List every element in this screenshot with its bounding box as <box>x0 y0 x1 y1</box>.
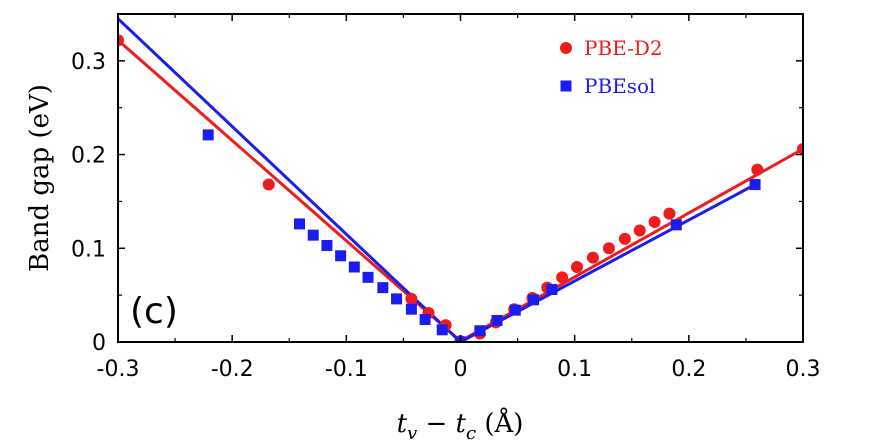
data-point-pbesol <box>528 294 540 306</box>
data-point-pbesol <box>377 282 389 294</box>
x-axis-sub-c: c <box>466 423 476 444</box>
y-axis-title: Band gap (eV) <box>25 84 55 272</box>
x-tick-label: 0.3 <box>786 357 821 382</box>
plot-frame <box>117 13 804 343</box>
data-point-pbesol <box>335 250 347 262</box>
data-point-pbesol <box>670 219 682 231</box>
legend-label-pbesol: PBEsol <box>584 74 655 98</box>
data-point-pbe-d2 <box>556 271 569 284</box>
data-point-pbesol <box>509 304 521 316</box>
series-line-pbe-d2 <box>118 39 803 342</box>
y-tick-label: 0 <box>92 331 106 356</box>
data-point-pbe-d2 <box>648 216 661 229</box>
x-axis-title: tv − tc (Å) <box>397 407 524 444</box>
legend-label-pbe-d2: PBE-D2 <box>584 36 663 60</box>
x-tick-label: 0.2 <box>671 357 706 382</box>
axis-ticks: -0.3 -0.2 -0.1 0 0.1 0.2 0.3 0 0.1 0.2 0.3 <box>71 14 821 382</box>
data-point-pbesol <box>546 284 558 296</box>
x-axis-sub-v: v <box>407 423 417 444</box>
y-tick-label: 0.2 <box>71 144 106 169</box>
x-tick-label: -0.3 <box>97 357 140 382</box>
data-point-pbe-d2 <box>262 178 275 191</box>
data-point-pbesol <box>307 229 319 241</box>
data-point-pbe-d2 <box>797 142 803 155</box>
data-point-pbe-d2 <box>618 232 631 245</box>
x-axis-var-t2: t <box>456 409 467 439</box>
panel-label: (c) <box>130 291 178 332</box>
data-point-pbesol <box>202 129 214 141</box>
y-tick-label: 0.3 <box>71 50 106 75</box>
x-tick-label: -0.1 <box>325 357 368 382</box>
data-point-pbe-d2 <box>633 224 646 237</box>
x-axis-unit: (Å) <box>476 407 523 439</box>
y-tick-label: 0.1 <box>71 237 106 262</box>
data-point-pbe-d2 <box>405 292 418 305</box>
data-point-pbe-d2 <box>118 34 124 47</box>
x-tick-label: 0 <box>454 357 468 382</box>
data-point-pbesol <box>474 325 486 337</box>
data-point-pbesol <box>419 314 431 326</box>
legend-marker-pbe-d2 <box>560 42 572 54</box>
legend: PBE-D2 PBEsol <box>560 36 663 98</box>
data-point-pbesol <box>294 218 306 230</box>
data-point-pbe-d2 <box>586 251 599 264</box>
data-point-pbesol <box>348 261 360 273</box>
data-point-pbesol <box>321 239 333 251</box>
data-point-pbesol <box>405 303 417 315</box>
x-tick-label: 0.1 <box>557 357 592 382</box>
x-axis-minus: − <box>417 409 455 439</box>
data-point-pbe-d2 <box>663 207 676 220</box>
data-point-pbesol <box>491 314 503 326</box>
data-markers <box>118 34 803 342</box>
data-point-pbesol <box>749 179 761 191</box>
data-point-pbesol <box>391 293 403 305</box>
data-point-pbesol <box>362 271 374 283</box>
data-point-pbe-d2 <box>751 163 764 176</box>
series-line-pbesol <box>118 17 756 342</box>
x-tick-label: -0.2 <box>211 357 254 382</box>
data-point-pbesol <box>436 324 448 336</box>
x-axis-var-t1: t <box>397 409 408 439</box>
data-point-pbe-d2 <box>570 261 583 274</box>
data-point-pbe-d2 <box>602 242 615 255</box>
legend-marker-pbesol <box>560 80 572 92</box>
fit-lines <box>118 17 803 342</box>
